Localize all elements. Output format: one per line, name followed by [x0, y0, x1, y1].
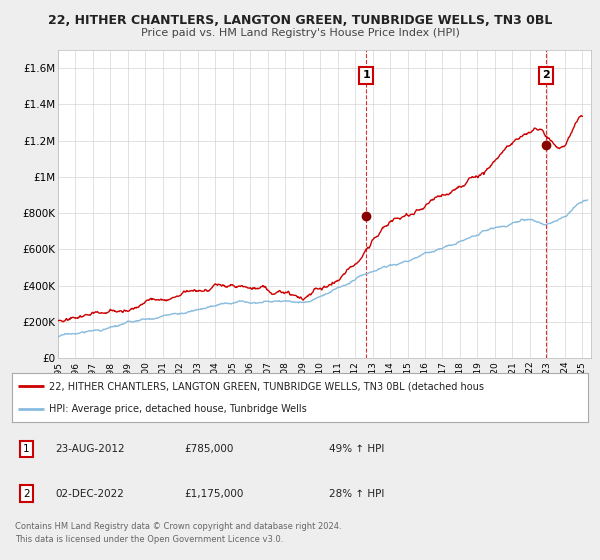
- Text: 22, HITHER CHANTLERS, LANGTON GREEN, TUNBRIDGE WELLS, TN3 0BL (detached hous: 22, HITHER CHANTLERS, LANGTON GREEN, TUN…: [49, 381, 484, 391]
- Text: 2: 2: [23, 488, 30, 498]
- Text: 1: 1: [362, 71, 370, 81]
- Text: 49% ↑ HPI: 49% ↑ HPI: [329, 444, 384, 454]
- Text: Price paid vs. HM Land Registry's House Price Index (HPI): Price paid vs. HM Land Registry's House …: [140, 28, 460, 38]
- Text: £785,000: £785,000: [185, 444, 234, 454]
- Text: 22, HITHER CHANTLERS, LANGTON GREEN, TUNBRIDGE WELLS, TN3 0BL: 22, HITHER CHANTLERS, LANGTON GREEN, TUN…: [48, 14, 552, 27]
- Text: 1: 1: [23, 444, 30, 454]
- Text: 02-DEC-2022: 02-DEC-2022: [55, 488, 124, 498]
- Text: Contains HM Land Registry data © Crown copyright and database right 2024.: Contains HM Land Registry data © Crown c…: [15, 522, 341, 531]
- Text: This data is licensed under the Open Government Licence v3.0.: This data is licensed under the Open Gov…: [15, 535, 283, 544]
- Text: 23-AUG-2012: 23-AUG-2012: [55, 444, 125, 454]
- Text: £1,175,000: £1,175,000: [185, 488, 244, 498]
- Text: 28% ↑ HPI: 28% ↑ HPI: [329, 488, 384, 498]
- Text: HPI: Average price, detached house, Tunbridge Wells: HPI: Average price, detached house, Tunb…: [49, 404, 307, 414]
- Text: 2: 2: [542, 71, 550, 81]
